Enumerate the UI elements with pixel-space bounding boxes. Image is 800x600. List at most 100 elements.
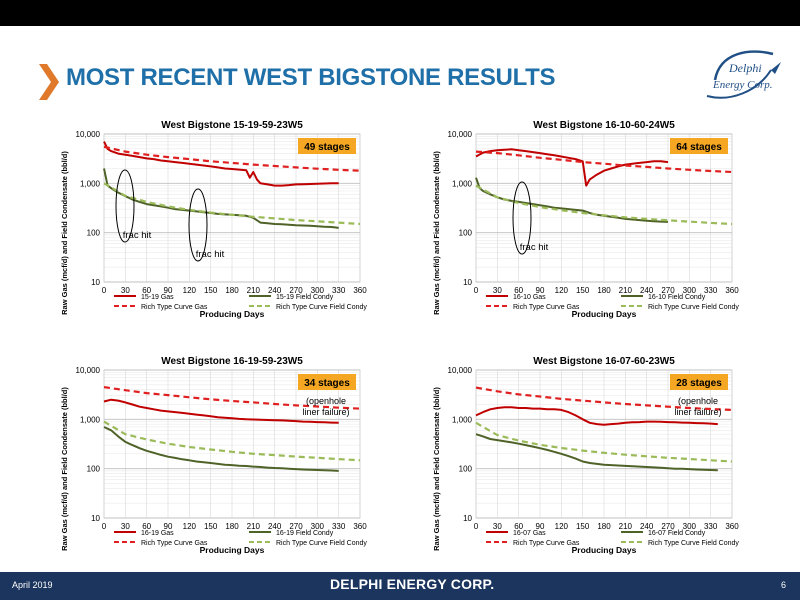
x-tick-label: 150 — [204, 522, 218, 531]
x-tick-label: 360 — [353, 522, 367, 531]
series-line-type_gas — [103, 145, 361, 172]
x-axis-label: Producing Days — [200, 309, 265, 319]
stages-badge-label: 49 stages — [304, 142, 350, 153]
x-tick-label: 90 — [536, 286, 545, 295]
y-tick-label: 10,000 — [76, 130, 101, 139]
chevron-right-icon — [39, 64, 59, 100]
legend-label: Rich Type Curve Field Condy — [648, 304, 739, 311]
x-tick-label: 360 — [353, 286, 367, 295]
chart-title: West Bigstone 16-10-60-24W5 — [533, 120, 675, 131]
y-axis-label: Raw Gas (mcf/d) and Field Condensate (bb… — [432, 151, 441, 315]
badge-note-line: liner failure) — [302, 407, 349, 417]
y-tick-label: 100 — [87, 465, 101, 474]
x-tick-label: 90 — [536, 522, 545, 531]
x-tick-label: 120 — [183, 522, 197, 531]
stages-badge — [298, 374, 356, 390]
x-tick-label: 360 — [725, 286, 739, 295]
x-tick-label: 210 — [247, 522, 261, 531]
x-tick-label: 240 — [268, 286, 282, 295]
company-logo: Delphi Energy Corp. — [706, 50, 781, 99]
y-axis-label: Raw Gas (mcf/d) and Field Condensate (bb… — [60, 151, 69, 315]
legend-label: 16-19 Gas — [141, 530, 174, 537]
y-tick-label: 10,000 — [448, 366, 473, 375]
stages-badge-label: 64 stages — [676, 142, 722, 153]
series-line-condy — [475, 433, 718, 472]
frac-hit-circle — [512, 181, 532, 255]
badge-note: (openhole liner failure) — [674, 396, 721, 417]
y-tick-label: 1,000 — [452, 415, 473, 424]
series-line-type_gas — [103, 386, 361, 410]
series-line-condy — [475, 177, 669, 223]
page-number: 6 — [780, 580, 786, 590]
x-tick-label: 210 — [247, 286, 261, 295]
chart-title: West Bigstone 16-07-60-23W5 — [533, 356, 675, 367]
series-line-gas — [475, 406, 718, 426]
legend-label: 16-10 Field Condy — [648, 294, 706, 301]
badge-note-line: (openhole — [678, 396, 718, 406]
x-tick-label: 300 — [311, 522, 325, 531]
x-tick-label: 180 — [225, 522, 239, 531]
svg-text:Energy Corp.: Energy Corp. — [712, 79, 772, 91]
legend-label: Rich Type Curve Gas — [141, 304, 208, 311]
x-tick-label: 180 — [597, 522, 611, 531]
chart-title: West Bigstone 15-19-59-23W5 — [161, 120, 303, 131]
badge-note-line: (openhole — [306, 396, 346, 406]
series-line-gas — [475, 148, 669, 187]
x-tick-label: 300 — [683, 286, 697, 295]
y-tick-label: 10 — [91, 514, 100, 523]
x-tick-label: 360 — [725, 522, 739, 531]
x-tick-label: 240 — [640, 522, 654, 531]
x-tick-label: 270 — [661, 522, 675, 531]
legend-label: 16-07 Gas — [513, 530, 546, 537]
x-tick-label: 300 — [683, 522, 697, 531]
frac-hit-circle — [188, 188, 208, 262]
y-tick-label: 10 — [463, 514, 472, 523]
x-tick-label: 120 — [555, 286, 569, 295]
x-axis-label: Producing Days — [572, 309, 637, 319]
x-tick-label: 0 — [102, 286, 107, 295]
series-line-condy — [103, 168, 339, 229]
series-line-type_gas — [475, 386, 733, 411]
legend-label: 16-07 Field Condy — [648, 530, 706, 537]
series-line-type_condy — [475, 421, 733, 463]
series-line-type_condy — [103, 182, 361, 226]
series-line-type_condy — [475, 184, 733, 226]
x-tick-label: 180 — [225, 286, 239, 295]
series-line-gas — [103, 398, 339, 424]
footer-date: April 2019 — [12, 580, 53, 590]
x-tick-label: 270 — [661, 286, 675, 295]
x-tick-label: 270 — [289, 286, 303, 295]
series-line-type_gas — [475, 150, 733, 174]
y-tick-label: 10,000 — [76, 366, 101, 375]
x-tick-label: 120 — [183, 286, 197, 295]
y-tick-label: 10 — [463, 278, 472, 287]
x-tick-label: 330 — [704, 286, 718, 295]
chart-16-19: 0 30 60 90 120 150 180 210 240 270 300 330 360 10 100 1… — [60, 356, 367, 555]
annotation-label: frac hit — [520, 242, 549, 253]
x-tick-label: 240 — [640, 286, 654, 295]
legend-label: 15-19 Field Condy — [276, 294, 334, 301]
x-axis-label: Producing Days — [200, 545, 265, 555]
y-tick-label: 1,000 — [452, 179, 473, 188]
x-tick-label: 150 — [204, 286, 218, 295]
footer-brand: DELPHI ENERGY CORP. — [330, 576, 495, 592]
x-tick-label: 300 — [311, 286, 325, 295]
x-tick-label: 30 — [493, 522, 502, 531]
frac-hit-circle — [115, 169, 135, 243]
y-axis-label: Raw Gas (mcf/d) and Field Condensate (bb… — [432, 387, 441, 551]
x-tick-label: 60 — [514, 286, 523, 295]
x-tick-label: 120 — [555, 522, 569, 531]
series-line-gas — [103, 141, 339, 187]
series-line-type_condy — [103, 420, 361, 462]
chart-title: West Bigstone 16-19-59-23W5 — [161, 356, 303, 367]
y-axis-label: Raw Gas (mcf/d) and Field Condensate (bb… — [60, 387, 69, 551]
x-tick-label: 90 — [164, 522, 173, 531]
y-tick-label: 100 — [459, 229, 473, 238]
top-bar — [0, 0, 800, 26]
x-tick-label: 30 — [121, 286, 130, 295]
legend-label: 16-10 Gas — [513, 294, 546, 301]
legend-label: Rich Type Curve Field Condy — [648, 540, 739, 547]
stages-badge — [298, 138, 356, 154]
legend-label: Rich Type Curve Gas — [141, 540, 208, 547]
legend-label: Rich Type Curve Gas — [513, 304, 580, 311]
